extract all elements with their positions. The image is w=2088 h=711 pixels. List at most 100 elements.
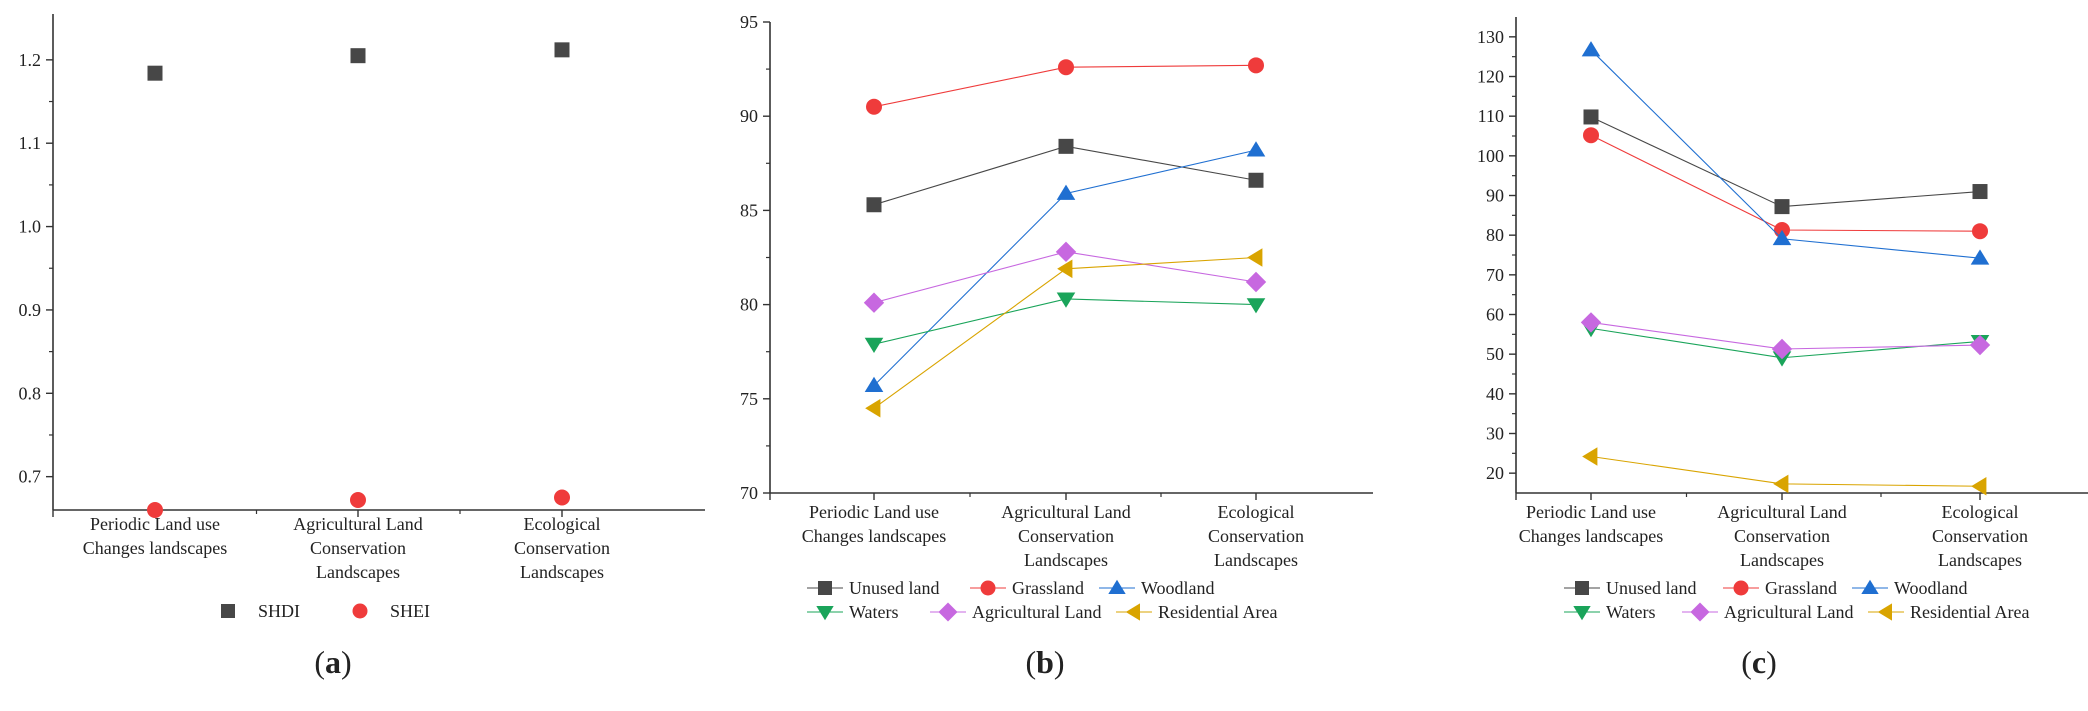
point-residential-area	[1582, 447, 1598, 466]
series-line-unused-land	[1590, 116, 1981, 208]
x-tick-label: Agricultural Land Conservation Landscapes	[1717, 502, 1846, 570]
legend-item-shdi: SHDI	[221, 601, 300, 621]
point-woodland	[1581, 41, 1601, 57]
point-grassland	[1248, 57, 1264, 74]
legend-item-waters: Waters	[807, 602, 899, 622]
point-agricultural-land	[863, 292, 885, 313]
legend-item-residential-area: Residential Area	[1868, 602, 2029, 622]
legend-label: Grassland	[1765, 578, 1837, 598]
y-tick-label: 0.7	[19, 467, 42, 487]
point-shei	[554, 489, 570, 506]
y-tick-label: 80	[1486, 225, 1504, 245]
point-agricultural-land	[1055, 241, 1077, 263]
point-agricultural-land	[1580, 312, 1602, 333]
legend-label: Unused land	[1606, 578, 1696, 598]
y-tick-label: 90	[1486, 186, 1504, 206]
panel-label: (a)	[314, 644, 351, 680]
x-tick-label-line: Ecological	[1218, 502, 1295, 522]
point-residential-area	[865, 398, 881, 418]
legend-marker	[1733, 580, 1749, 596]
legend-label: Waters	[1606, 602, 1656, 622]
point-residential-area	[1247, 248, 1263, 267]
x-tick-label-line: Periodic Land use	[809, 502, 939, 522]
x-tick-label: Periodic Land use Changes landscapes	[1519, 502, 1663, 546]
legend-item-unused-land: Unused land	[1564, 578, 1696, 598]
point-woodland	[1772, 229, 1792, 246]
panel-c: 20 30 40 50 60 70 80 90 100 110 120 130 Periodic Lan…	[1477, 17, 2088, 680]
legend-label: SHEI	[390, 601, 430, 621]
point-unused-land	[1248, 172, 1264, 188]
legend-marker	[352, 603, 368, 619]
x-tick-label: Ecological Conservation Landscapes	[1932, 502, 2028, 570]
x-tick-label-line: Conservation	[1018, 526, 1114, 546]
legend-marker	[1573, 606, 1591, 621]
legend-item-grassland: Grassland	[970, 578, 1084, 598]
point-unused-land	[1774, 199, 1790, 215]
legend-label: SHDI	[258, 601, 300, 621]
legend-marker	[938, 602, 958, 622]
x-tick-label-line: Ecological	[524, 514, 601, 534]
y-tick-label: 60	[1486, 305, 1504, 325]
x-tick-label-line: Landscapes	[1214, 550, 1298, 570]
y-tick-label: 20	[1486, 463, 1504, 483]
legend-marker	[980, 580, 996, 596]
y-tick-label: 40	[1486, 384, 1504, 404]
legend-item-grassland: Grassland	[1723, 578, 1837, 598]
x-tick-label: Agricultural Land Conservation Landscapes	[1001, 502, 1130, 570]
legend-item-agricultural-land: Agricultural Land	[1682, 602, 1853, 622]
y-tick-label: 130	[1477, 27, 1504, 47]
legend-item-woodland: Woodland	[1099, 578, 1215, 598]
point-shei	[350, 491, 366, 508]
x-tick-label-line: Ecological	[1942, 502, 2019, 522]
point-grassland	[866, 98, 882, 115]
x-tick-label-line: Conservation	[310, 538, 406, 558]
y-tick-label: 1.1	[19, 133, 42, 153]
point-woodland	[1056, 184, 1076, 200]
point-shdi	[147, 65, 163, 81]
point-woodland	[1970, 249, 1990, 265]
point-unused-land	[1972, 184, 1988, 200]
series-line-grassland	[1590, 134, 1981, 232]
x-tick-label-line: Periodic Land use	[1526, 502, 1656, 522]
series-line-residential-area	[873, 256, 1257, 409]
legend-marker	[818, 581, 832, 595]
legend-marker	[1125, 603, 1140, 621]
point-residential-area	[1773, 474, 1789, 494]
x-tick-label: Periodic Land use Changes landscapes	[83, 514, 227, 558]
x-tick-label: Ecological Conservation Landscapes	[1208, 502, 1304, 570]
point-unused-land	[1058, 138, 1074, 154]
point-waters	[1246, 298, 1266, 314]
legend-marker	[1861, 579, 1879, 594]
legend-item-residential-area: Residential Area	[1116, 602, 1277, 622]
point-woodland	[1246, 141, 1266, 157]
y-tick-label: 100	[1477, 146, 1504, 166]
legend-label: Grassland	[1012, 578, 1084, 598]
point-residential-area	[1057, 259, 1073, 279]
point-grassland	[1972, 223, 1988, 240]
x-tick-label-line: Landscapes	[316, 562, 400, 582]
x-tick-label: Periodic Land use Changes landscapes	[802, 502, 946, 546]
point-woodland	[864, 376, 884, 393]
panel-b: 70 75 80 85 90 95 Periodic Land use Changes lan…	[740, 12, 1373, 680]
legend-marker	[1690, 602, 1710, 622]
legend-label: Residential Area	[1158, 602, 1277, 622]
x-tick-label-line: Conservation	[1734, 526, 1830, 546]
point-unused-land	[1583, 109, 1599, 125]
legend-label: Unused land	[849, 578, 939, 598]
point-grassland	[1058, 59, 1074, 76]
x-tick-label-line: Landscapes	[1024, 550, 1108, 570]
point-waters	[1056, 292, 1076, 308]
point-shdi	[554, 42, 570, 58]
x-tick-label-line: Changes landscapes	[1519, 526, 1663, 546]
x-tick-label-line: Periodic Land use	[90, 514, 220, 534]
x-tick-label-line: Agricultural Land	[293, 514, 422, 534]
y-tick-label: 75	[740, 389, 758, 409]
legend-item-shei: SHEI	[352, 601, 430, 621]
x-tick-label: Agricultural Land Conservation Landscapes	[293, 514, 422, 582]
y-tick-label: 95	[740, 12, 758, 32]
y-tick-label: 120	[1477, 67, 1504, 87]
y-tick-label: 70	[1486, 265, 1504, 285]
x-tick-label-line: Conservation	[1208, 526, 1304, 546]
legend-item-unused-land: Unused land	[807, 578, 939, 598]
